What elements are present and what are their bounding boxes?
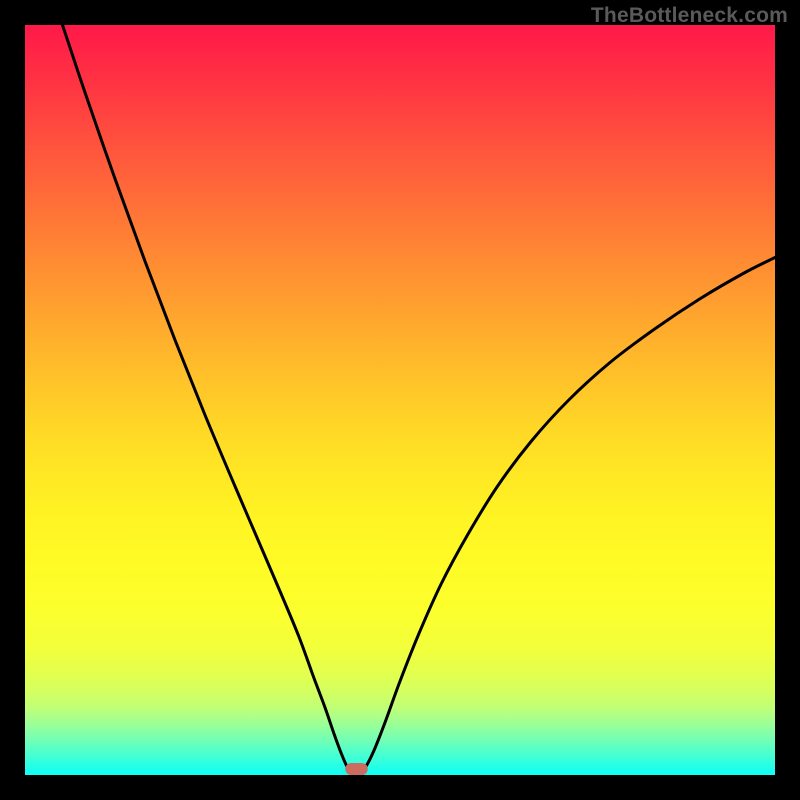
minimum-marker: [345, 763, 368, 775]
bottleneck-curve-chart: [25, 25, 775, 775]
gradient-background: [25, 25, 775, 775]
minimum-marker-group: [345, 763, 368, 775]
plot-area: [25, 25, 775, 775]
chart-outer-frame: TheBottleneck.com: [0, 0, 800, 800]
